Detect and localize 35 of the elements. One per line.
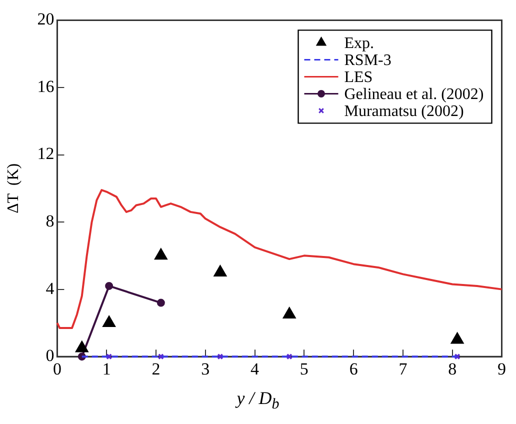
point bbox=[154, 248, 168, 260]
point bbox=[286, 353, 292, 360]
point bbox=[158, 353, 164, 360]
x-tick-label: 5 bbox=[300, 359, 308, 378]
y-tick-label: 8 bbox=[46, 212, 54, 231]
y-tick-label: 20 bbox=[37, 10, 54, 29]
legend-label: Gelineau et al. (2002) bbox=[344, 86, 484, 103]
legend-label: Exp. bbox=[344, 34, 374, 52]
x-tick-label: 6 bbox=[349, 359, 358, 378]
point bbox=[217, 353, 224, 360]
point bbox=[76, 341, 88, 352]
x-tick-label: 7 bbox=[398, 359, 408, 378]
x-tick-label: 2 bbox=[152, 359, 160, 378]
y-axis-title: ΔT (K) bbox=[4, 163, 22, 214]
point bbox=[454, 353, 460, 360]
x-tick-label: 8 bbox=[448, 359, 457, 378]
x-tick-label: 3 bbox=[201, 359, 210, 378]
point bbox=[451, 332, 464, 344]
y-tick-label: 4 bbox=[46, 278, 55, 298]
x-tick-label: 4 bbox=[250, 359, 260, 378]
x-tick-label: 1 bbox=[102, 359, 111, 378]
point bbox=[283, 308, 296, 319]
point bbox=[102, 316, 116, 327]
legend-label: LES bbox=[344, 68, 373, 86]
point bbox=[105, 282, 114, 290]
point bbox=[106, 353, 112, 360]
y-tick-label: 16 bbox=[37, 76, 54, 96]
y-tick-label: 0 bbox=[46, 346, 54, 366]
point bbox=[156, 298, 165, 307]
x-axis-title: y / D$_{b}$ bbox=[234, 388, 280, 414]
point bbox=[214, 266, 226, 276]
x-tick-label: 9 bbox=[498, 359, 506, 378]
legend-label: RSM-3 bbox=[344, 52, 392, 69]
y-tick-label: 12 bbox=[37, 144, 54, 164]
legend-label: Muramatsu (2002) bbox=[344, 102, 464, 120]
